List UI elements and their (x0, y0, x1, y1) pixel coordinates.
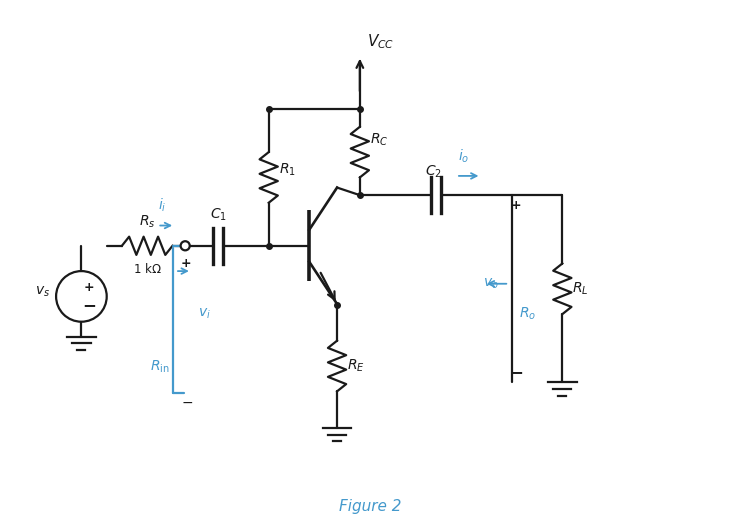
Text: −: − (182, 396, 194, 409)
Text: 1 k$\Omega$: 1 k$\Omega$ (133, 262, 162, 277)
Text: $R_s$: $R_s$ (139, 213, 156, 230)
Text: $R_o$: $R_o$ (519, 306, 536, 323)
Text: $R_C$: $R_C$ (370, 131, 388, 148)
Text: $R_L$: $R_L$ (572, 280, 589, 297)
Text: $C_1$: $C_1$ (209, 207, 226, 223)
Text: $R_\mathrm{in}$: $R_\mathrm{in}$ (150, 359, 170, 375)
Text: +: + (510, 199, 521, 212)
Text: −: − (509, 363, 523, 382)
Text: −: − (82, 297, 96, 315)
Text: $i_o$: $i_o$ (458, 148, 469, 165)
Text: Figure 2: Figure 2 (339, 499, 402, 514)
Text: $R_1$: $R_1$ (279, 162, 296, 178)
Text: $v_s$: $v_s$ (35, 284, 50, 298)
Text: $C_2$: $C_2$ (425, 163, 442, 180)
Text: $v_i$: $v_i$ (198, 307, 211, 321)
Text: +: + (181, 257, 191, 270)
Text: +: + (83, 281, 95, 294)
Text: $i_i$: $i_i$ (158, 197, 167, 214)
Text: $v_o$: $v_o$ (484, 277, 499, 291)
Text: $R_E$: $R_E$ (347, 358, 365, 374)
Circle shape (180, 241, 190, 250)
Text: $V_{CC}$: $V_{CC}$ (367, 32, 395, 51)
